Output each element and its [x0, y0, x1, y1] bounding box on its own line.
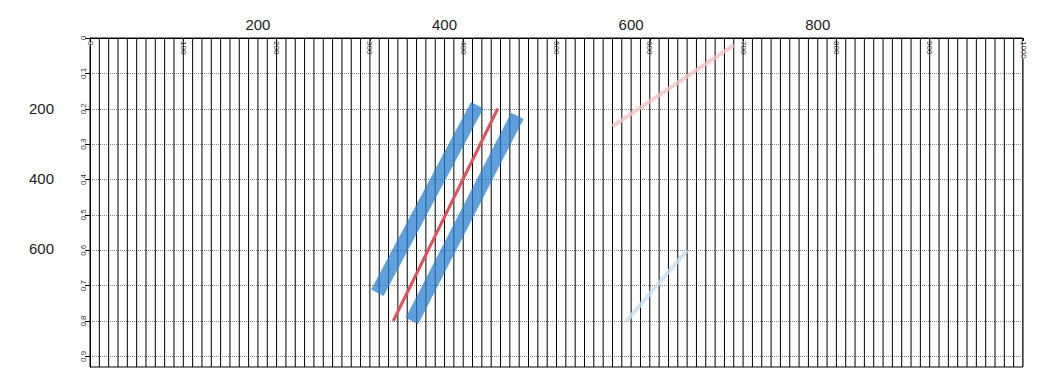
- svg-text:0.5: 0.5: [79, 209, 88, 221]
- svg-text:200: 200: [272, 41, 282, 55]
- svg-text:0.1: 0.1: [79, 67, 88, 79]
- svg-text:500: 500: [552, 41, 561, 55]
- svg-text:400: 400: [432, 16, 457, 33]
- svg-text:600: 600: [619, 16, 644, 33]
- svg-text:1000: 1000: [1018, 41, 1028, 59]
- svg-text:0.6: 0.6: [79, 244, 88, 256]
- svg-text:0.4: 0.4: [79, 173, 88, 185]
- svg-text:0.8: 0.8: [79, 315, 88, 327]
- svg-text:0: 0: [79, 35, 88, 40]
- svg-text:600: 600: [29, 240, 54, 257]
- svg-text:0.2: 0.2: [79, 103, 88, 115]
- svg-text:0.3: 0.3: [79, 138, 88, 150]
- svg-text:100: 100: [178, 41, 188, 55]
- svg-text:200: 200: [29, 100, 54, 117]
- svg-text:600: 600: [645, 41, 655, 55]
- svg-text:300: 300: [365, 41, 375, 55]
- svg-text:800: 800: [831, 41, 841, 55]
- svg-text:0: 0: [85, 41, 95, 46]
- svg-text:700: 700: [738, 41, 748, 55]
- svg-text:0.9: 0.9: [79, 350, 88, 362]
- svg-text:200: 200: [245, 16, 270, 33]
- svg-text:400: 400: [458, 41, 468, 55]
- svg-text:400: 400: [29, 170, 54, 187]
- svg-text:900: 900: [925, 41, 935, 55]
- svg-text:800: 800: [805, 16, 830, 33]
- svg-text:0.7: 0.7: [79, 280, 88, 292]
